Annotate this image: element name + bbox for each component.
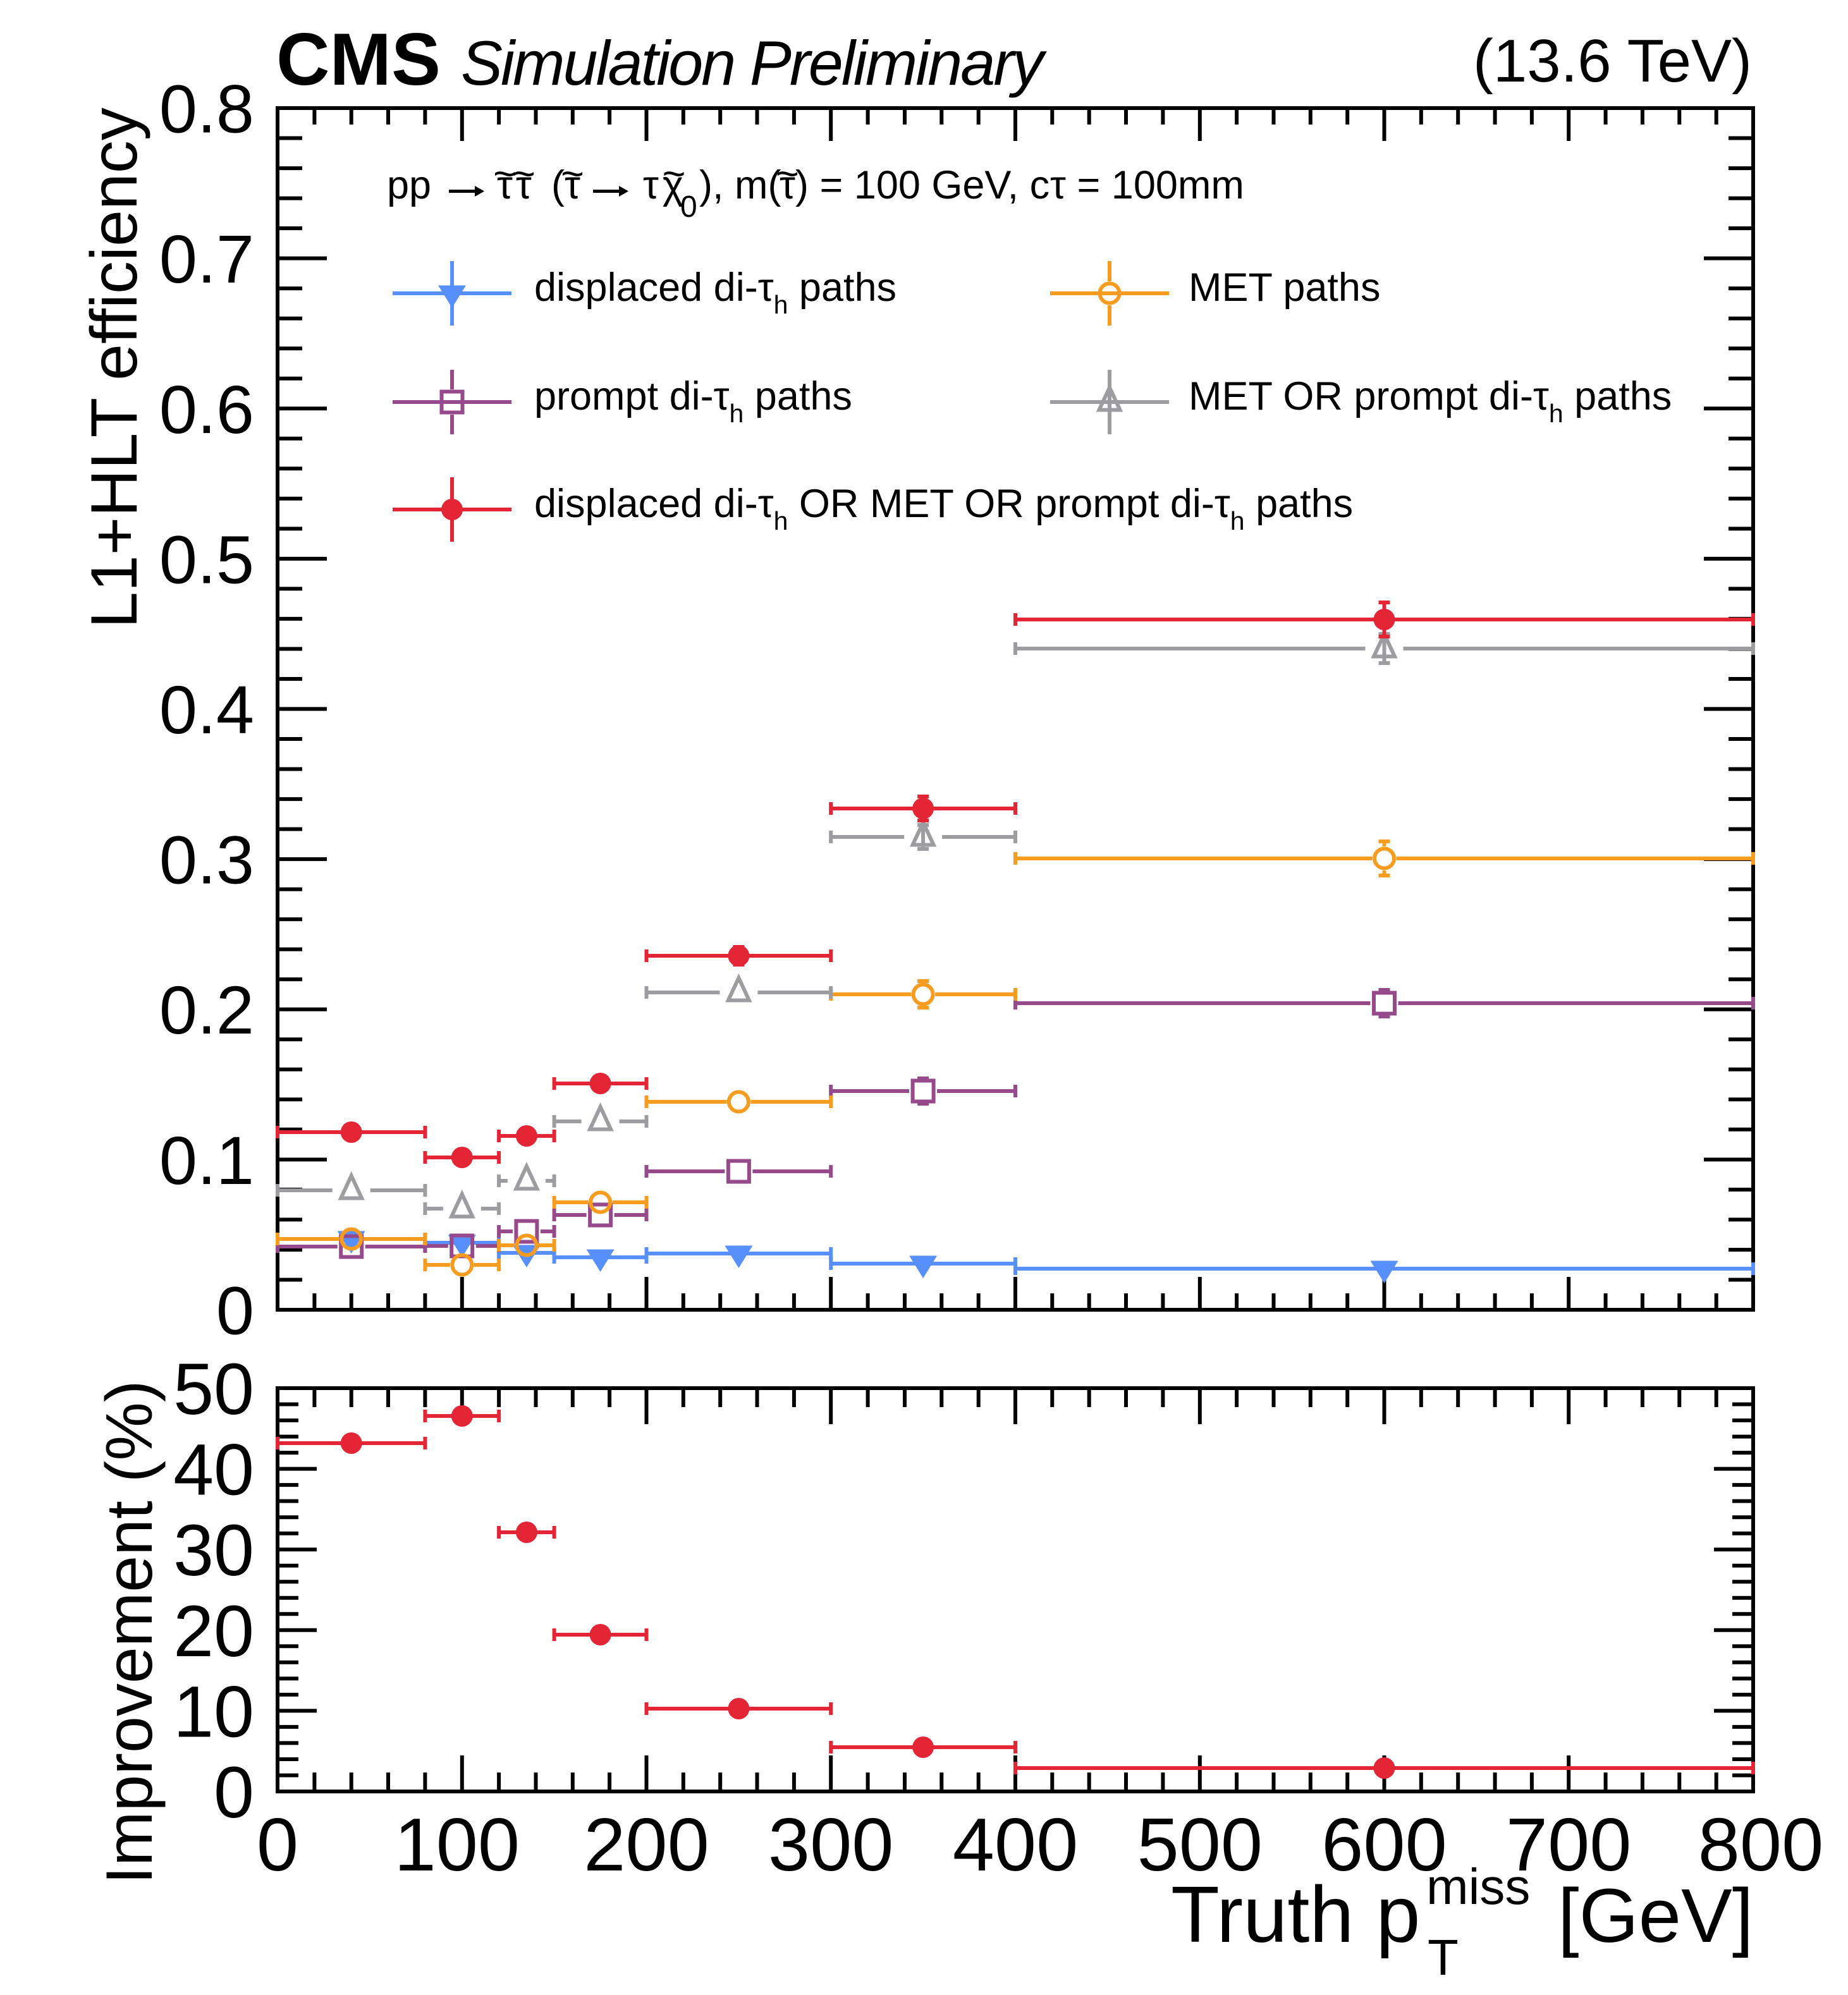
svg-text:= 100mm: = 100mm	[1066, 163, 1244, 207]
svg-text:τ: τ	[1050, 163, 1066, 207]
svg-text:~: ~	[776, 152, 799, 196]
svg-text:200: 200	[584, 1803, 709, 1887]
svg-text:MET paths: MET paths	[1189, 265, 1380, 310]
svg-text:700: 700	[1506, 1803, 1632, 1887]
svg-text:miss: miss	[1426, 1858, 1530, 1915]
svg-text:0.7: 0.7	[159, 221, 254, 297]
svg-text:0.8: 0.8	[159, 71, 254, 147]
svg-text:Simulation Preliminary: Simulation Preliminary	[461, 28, 1047, 98]
svg-text:Truth p: Truth p	[1171, 1870, 1421, 1959]
svg-text:40: 40	[173, 1430, 254, 1511]
svg-text:0.5: 0.5	[159, 521, 254, 597]
svg-text:30: 30	[173, 1510, 254, 1591]
svg-text:10: 10	[173, 1671, 254, 1752]
svg-text:0.2: 0.2	[159, 972, 254, 1048]
svg-text:0.4: 0.4	[159, 671, 254, 748]
svg-text:600: 600	[1321, 1803, 1447, 1887]
svg-text:~: ~	[561, 152, 584, 196]
svg-text:pp: pp	[387, 163, 431, 207]
svg-text:0.1: 0.1	[159, 1122, 254, 1199]
svg-text:) = 100 GeV, c: ) = 100 GeV, c	[795, 163, 1049, 207]
svg-text:Improvement (%): Improvement (%)	[93, 1380, 166, 1884]
svg-text:τχ: τχ	[643, 163, 687, 207]
svg-text:(τ: (τ	[551, 163, 580, 207]
svg-text:L1+HLT efficiency: L1+HLT efficiency	[78, 107, 151, 628]
svg-text:CMS: CMS	[276, 18, 441, 101]
svg-text:50: 50	[173, 1349, 254, 1430]
svg-text:800: 800	[1698, 1803, 1824, 1887]
svg-text:T: T	[1428, 1929, 1459, 1986]
svg-text:0.3: 0.3	[159, 822, 254, 898]
svg-text:(13.6 TeV): (13.6 TeV)	[1473, 27, 1752, 95]
svg-text:20: 20	[173, 1591, 254, 1672]
svg-text:~: ~	[512, 152, 535, 196]
svg-text:0: 0	[257, 1803, 298, 1887]
svg-text:300: 300	[768, 1803, 894, 1887]
svg-text:), m(: ), m(	[699, 163, 781, 207]
svg-text:~: ~	[493, 152, 517, 196]
svg-text:τ: τ	[780, 163, 795, 207]
svg-text:400: 400	[953, 1803, 1079, 1887]
svg-text:0: 0	[214, 1752, 254, 1833]
svg-text:[GeV]: [GeV]	[1558, 1872, 1753, 1958]
svg-text:0: 0	[680, 190, 697, 224]
svg-text:~: ~	[663, 152, 686, 196]
svg-text:ττ: ττ	[497, 163, 535, 207]
svg-text:500: 500	[1137, 1803, 1263, 1887]
svg-text:100: 100	[395, 1803, 520, 1887]
svg-text:0: 0	[216, 1272, 254, 1349]
svg-text:0.6: 0.6	[159, 371, 254, 448]
